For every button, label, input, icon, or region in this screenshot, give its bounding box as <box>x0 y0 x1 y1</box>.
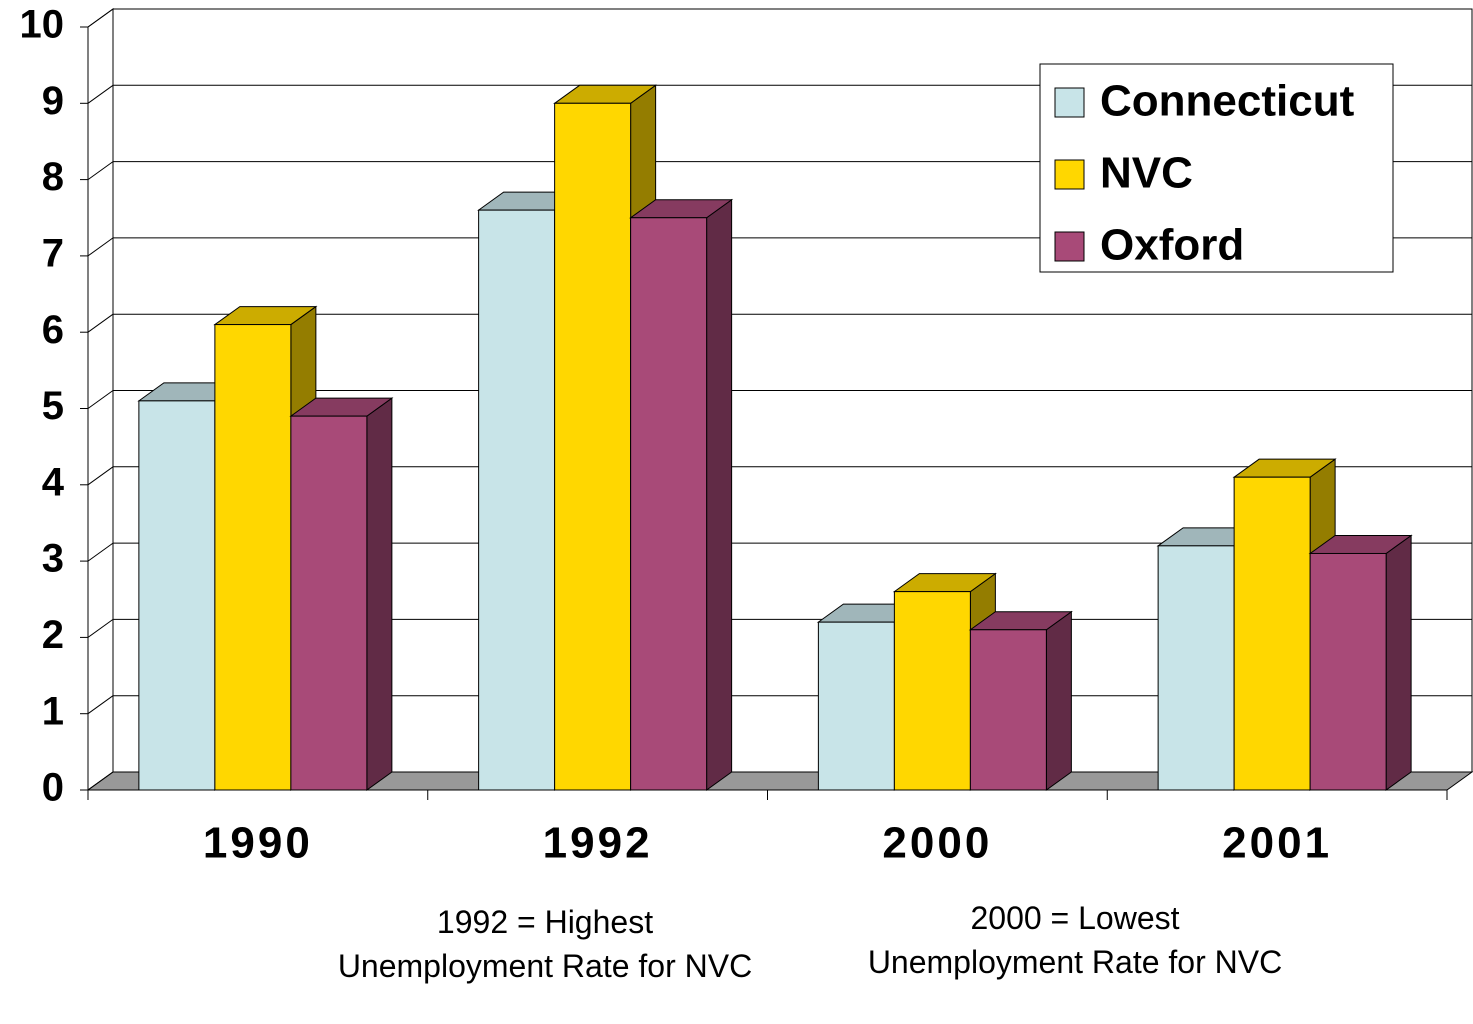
bar <box>478 209 556 791</box>
y-tick-label: 8 <box>42 155 64 199</box>
bar-side <box>706 198 733 791</box>
bar <box>554 102 632 791</box>
bar <box>817 621 895 791</box>
grid-line <box>87 84 114 104</box>
grid-line <box>87 390 114 409</box>
grid-line <box>87 542 114 562</box>
legend-swatch <box>1054 159 1085 190</box>
legend-box <box>1039 63 1394 273</box>
legend-label: NVC <box>1100 149 1193 198</box>
y-tick-label: 6 <box>42 308 64 352</box>
bar <box>1309 552 1387 791</box>
legend-swatch <box>1054 87 1085 118</box>
legend-label: Connecticut <box>1100 77 1355 126</box>
grid-line <box>87 771 114 791</box>
legend-swatch <box>1054 231 1085 262</box>
y-tick-label: 9 <box>42 79 64 123</box>
bar-side <box>1045 610 1072 791</box>
grid-line <box>87 695 114 715</box>
x-tick-label: 1990 <box>203 819 313 868</box>
grid-line <box>87 237 114 257</box>
y-tick-label: 4 <box>42 460 65 504</box>
grid-line <box>87 618 114 638</box>
bar <box>893 591 971 791</box>
bar <box>1233 476 1311 791</box>
annotation: 2000 = Lowest Unemployment Rate for NVC <box>867 900 1283 980</box>
y-tick-label: 1 <box>42 689 64 733</box>
x-tick-label: 2001 <box>1222 819 1332 868</box>
grid-line <box>87 8 114 28</box>
bar <box>630 217 708 791</box>
bar <box>969 629 1047 791</box>
y-tick-label: 5 <box>42 384 64 428</box>
grid-line <box>87 161 114 181</box>
y-tick-label: 7 <box>42 231 64 275</box>
bar-side <box>1385 534 1412 791</box>
bar <box>1157 545 1235 791</box>
bar-side <box>366 397 393 791</box>
y-tick-label: 0 <box>42 766 64 810</box>
bar <box>290 415 368 791</box>
y-tick-label: 2 <box>42 613 64 657</box>
grid-line <box>87 313 114 333</box>
bar <box>214 324 292 791</box>
x-tick-label: 1992 <box>543 819 653 868</box>
annotation: 1992 = Highest Unemployment Rate for NVC <box>337 904 753 984</box>
y-tick-label: 3 <box>42 537 64 581</box>
x-tick-label: 2000 <box>882 819 992 868</box>
legend-label: Oxford <box>1100 221 1244 270</box>
y-tick-label: 10 <box>20 3 65 47</box>
grid-line <box>87 466 114 486</box>
bar <box>138 400 216 791</box>
